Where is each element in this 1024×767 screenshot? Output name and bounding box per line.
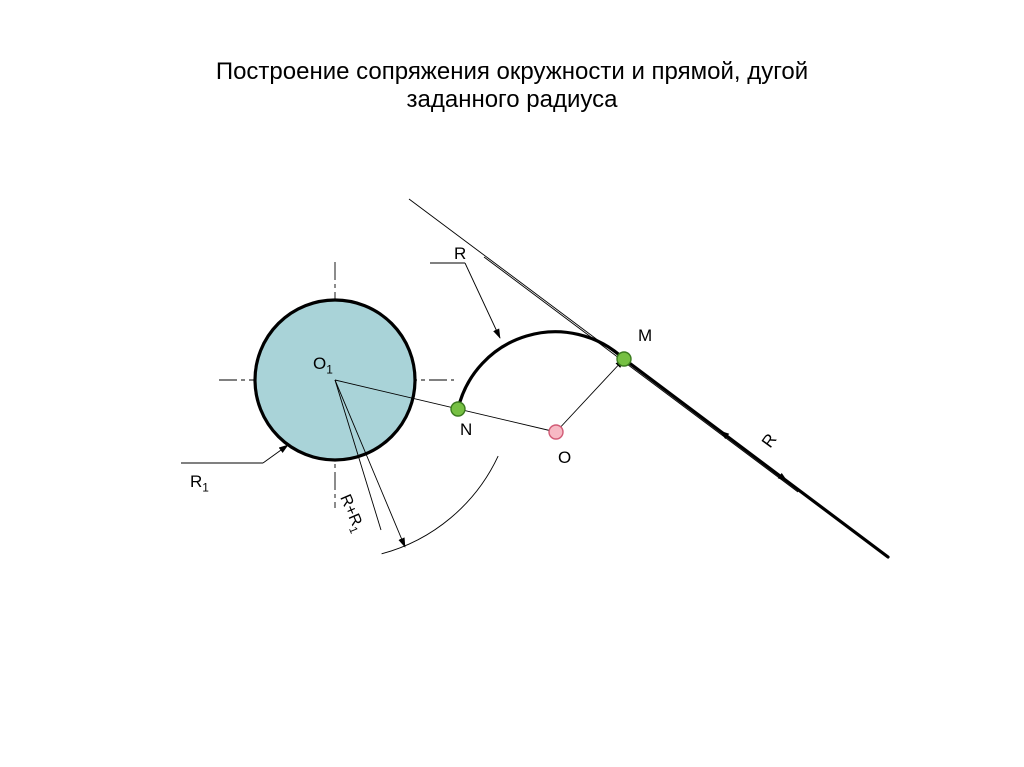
label-O: O <box>558 448 571 468</box>
point-M <box>617 352 631 366</box>
label-N: N <box>460 420 472 440</box>
aux-arc <box>382 456 499 554</box>
label-R: R <box>454 244 466 264</box>
parallel-line <box>484 257 798 492</box>
diagram-canvas <box>0 0 1024 767</box>
label-O1: O1 <box>313 354 333 376</box>
label-M: M <box>638 326 652 346</box>
dim-R-ext1 <box>631 364 730 438</box>
line-O-M <box>556 359 624 432</box>
fillet-arc <box>458 332 624 409</box>
leader-R-arrow <box>465 263 500 338</box>
point-N <box>451 402 465 416</box>
label-R1: R1 <box>190 472 209 494</box>
point-O <box>549 425 563 439</box>
leader-R1-arrow <box>263 445 288 463</box>
